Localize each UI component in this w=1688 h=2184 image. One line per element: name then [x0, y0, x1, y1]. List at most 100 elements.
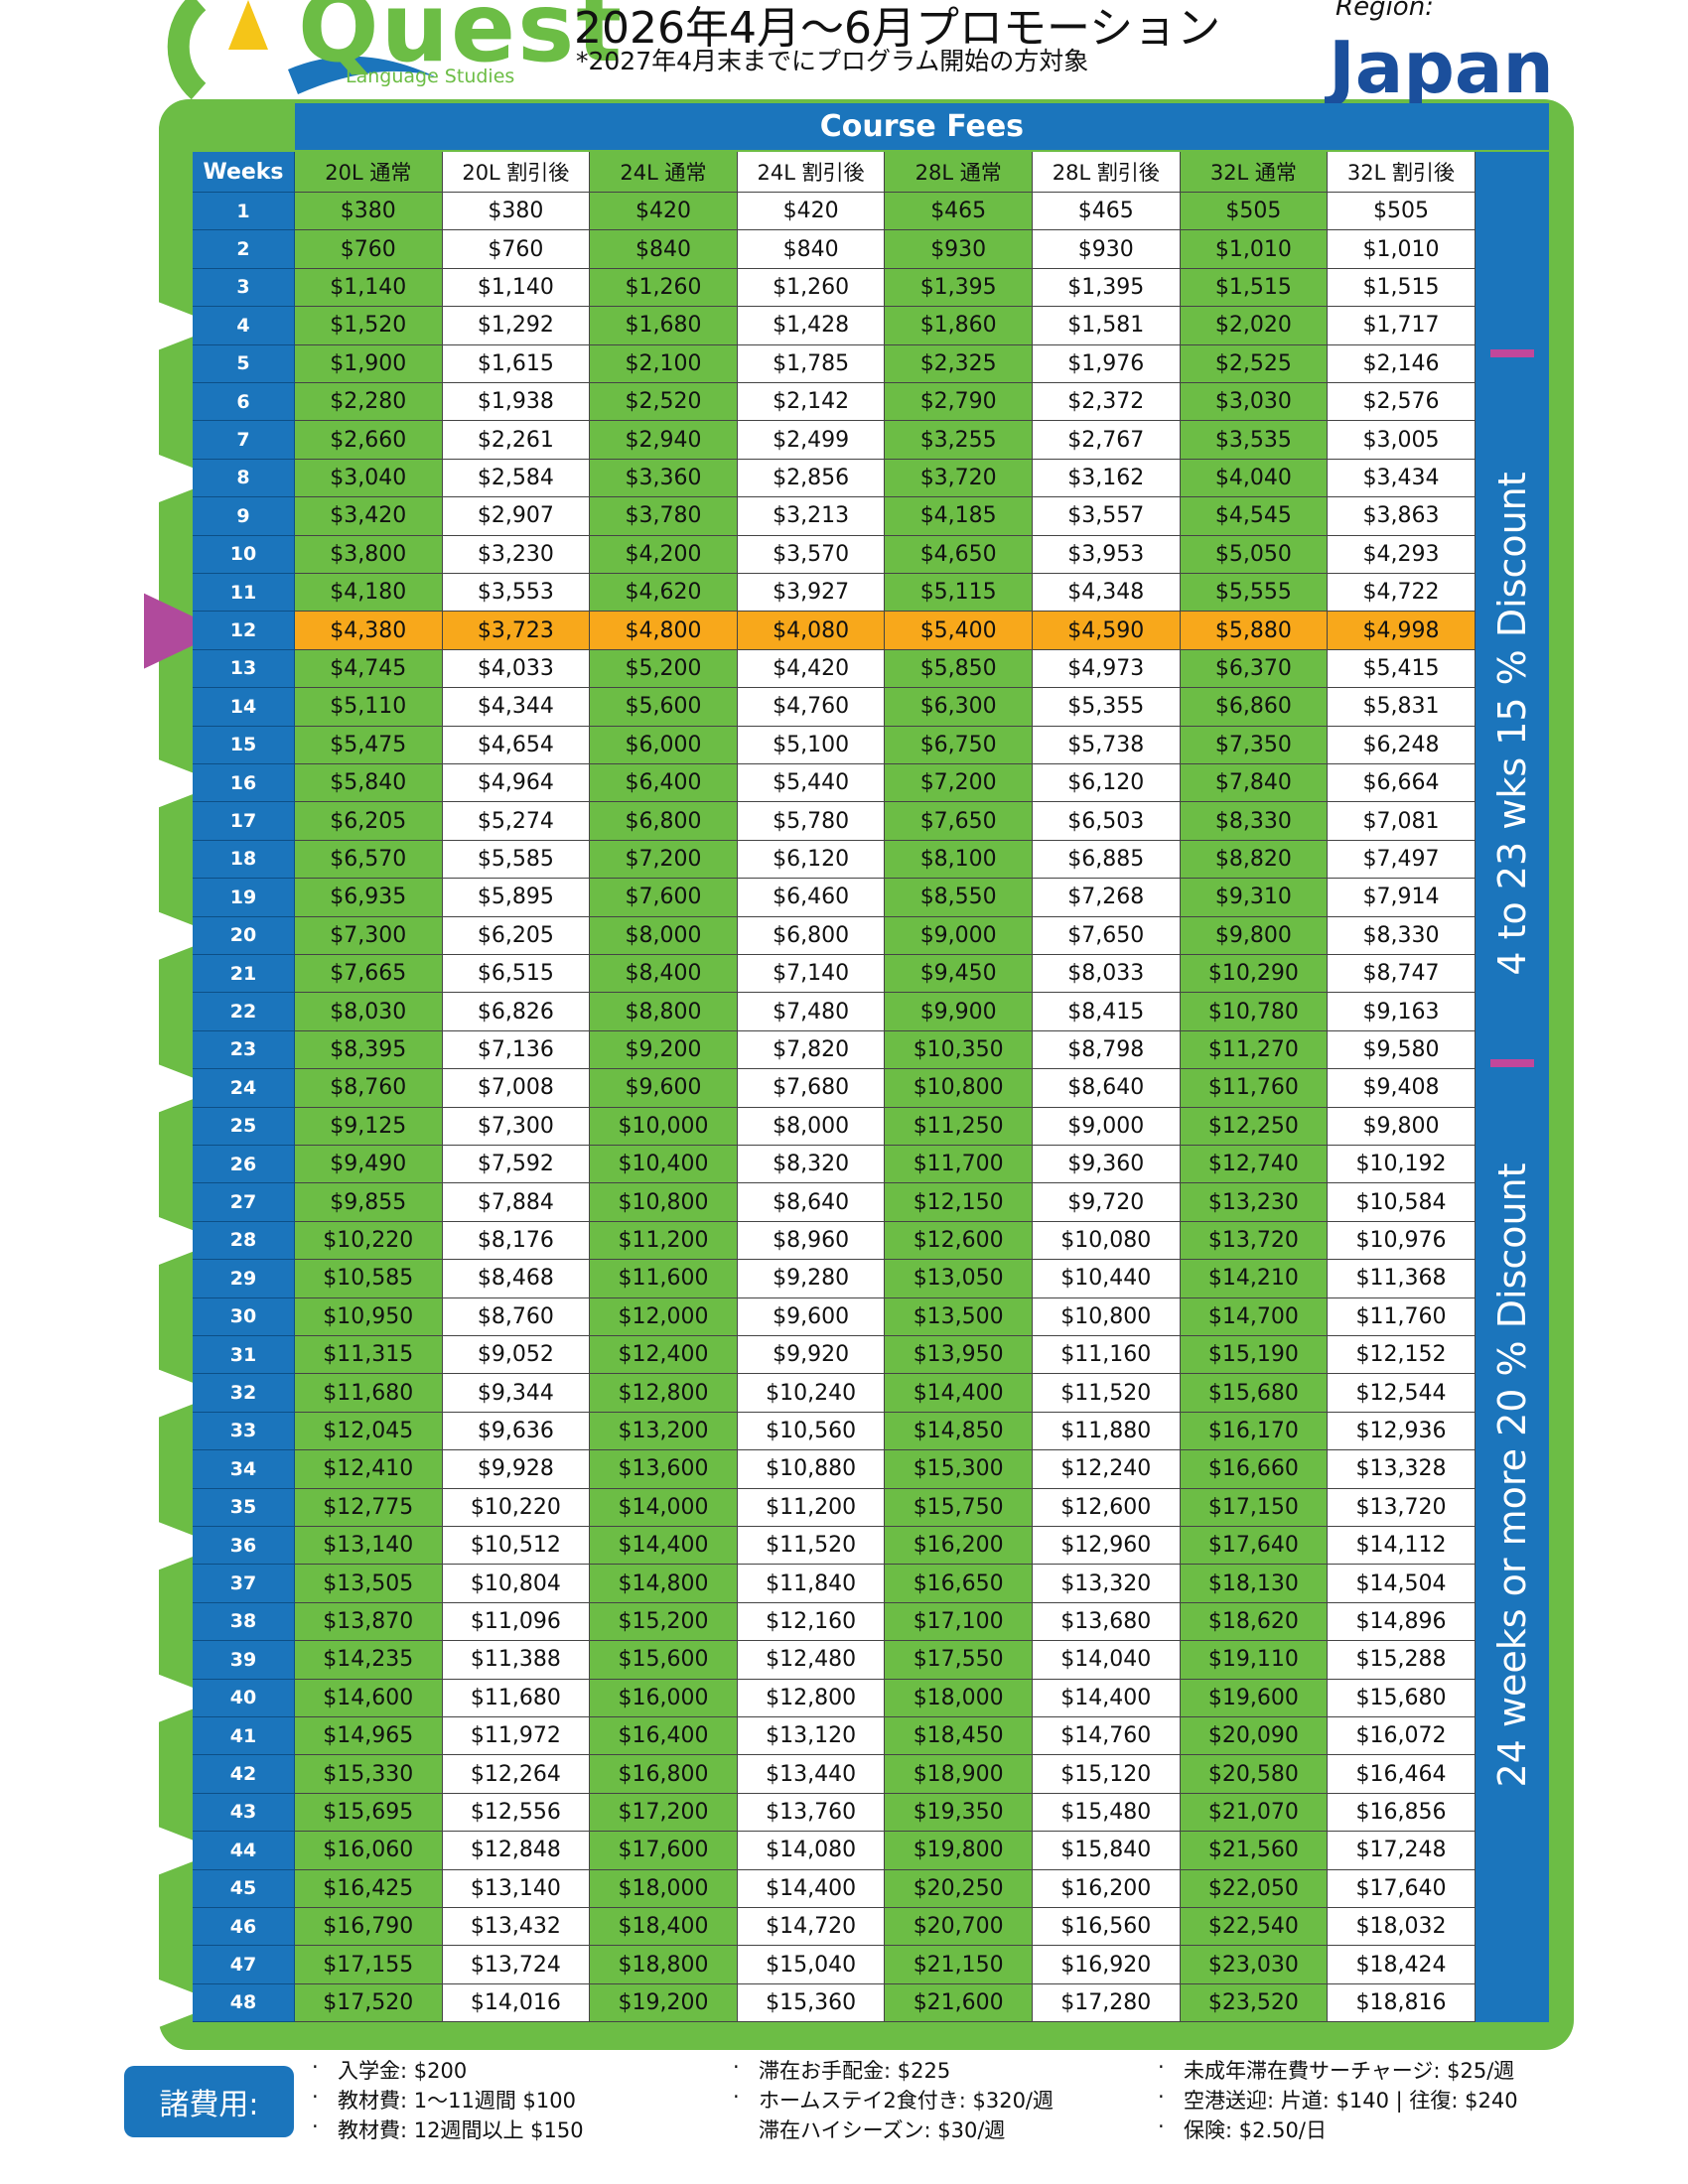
fee-cell: $6,300 — [885, 688, 1033, 727]
fee-cell: $17,550 — [885, 1641, 1033, 1680]
fee-cell: $12,400 — [590, 1336, 738, 1375]
fee-cell: $4,545 — [1180, 497, 1329, 536]
fee-cell: $14,600 — [295, 1679, 443, 1717]
fee-cell: $10,512 — [442, 1527, 591, 1566]
fee-cell: $15,288 — [1328, 1641, 1476, 1680]
fee-cell: $8,320 — [737, 1146, 886, 1184]
fee-cell: $16,920 — [1033, 1946, 1181, 1984]
fee-cell: $14,112 — [1328, 1527, 1476, 1566]
fee-cell: $20,700 — [885, 1908, 1033, 1947]
fee-cell: $17,600 — [590, 1832, 738, 1870]
subtitle: *2027年4月末までにプログラム開始の方対象 — [576, 47, 1089, 75]
fee-cell: $10,350 — [885, 1030, 1033, 1070]
footer-item: ホームステイ2食付き: $320/週 — [759, 2089, 1054, 2113]
fee-cell: $7,600 — [590, 879, 738, 917]
fee-cell: $17,280 — [1033, 1983, 1181, 2023]
fee-cell: $4,080 — [737, 612, 886, 650]
column-header: 24L 通常 — [590, 152, 738, 193]
notch — [159, 1064, 220, 1113]
fee-cell: $11,880 — [1033, 1412, 1181, 1451]
fee-cell: $9,200 — [590, 1030, 738, 1070]
fee-cell: $15,680 — [1328, 1679, 1476, 1717]
fee-cell: $3,005 — [1328, 421, 1476, 460]
fee-cell: $16,856 — [1328, 1793, 1476, 1833]
fee-cell: $6,400 — [590, 764, 738, 803]
fee-cell: $505 — [1328, 193, 1476, 231]
bullet: · — [1158, 2055, 1165, 2079]
column-header: 28L 通常 — [885, 152, 1033, 193]
weeks-cell: 48 — [193, 1983, 295, 2023]
fee-cell: $16,072 — [1328, 1717, 1476, 1756]
weeks-cell: 41 — [193, 1717, 295, 1756]
fee-cell: $4,200 — [590, 535, 738, 574]
fee-cell: $8,330 — [1328, 916, 1476, 955]
fee-cell: $6,503 — [1033, 802, 1181, 841]
fee-cell: $12,800 — [590, 1374, 738, 1413]
weeks-cell: 18 — [193, 840, 295, 880]
fee-cell: $4,800 — [590, 612, 738, 650]
column-header: 20L 割引後 — [442, 152, 591, 193]
fee-cell: $8,400 — [590, 955, 738, 994]
fee-cell: $7,680 — [737, 1069, 886, 1108]
fee-cell: $9,928 — [442, 1450, 591, 1489]
fee-cell: $23,520 — [1180, 1983, 1329, 2023]
fee-cell: $10,220 — [442, 1488, 591, 1527]
fee-cell: $8,760 — [295, 1069, 443, 1108]
fee-cell: $17,150 — [1180, 1488, 1329, 1527]
fee-cell: $6,205 — [442, 916, 591, 955]
fee-cell: $11,680 — [295, 1374, 443, 1413]
fee-cell: $6,800 — [737, 916, 886, 955]
fee-cell: $6,935 — [295, 879, 443, 917]
weeks-cell: 25 — [193, 1107, 295, 1146]
fee-cell: $7,300 — [442, 1107, 591, 1146]
fee-cell: $14,080 — [737, 1832, 886, 1870]
fee-cell: $1,615 — [442, 344, 591, 383]
fee-cell: $5,400 — [885, 612, 1033, 650]
fee-cell: $12,045 — [295, 1412, 443, 1451]
weeks-cell: 29 — [193, 1260, 295, 1298]
fee-cell: $5,895 — [442, 879, 591, 917]
fee-cell: $6,664 — [1328, 764, 1476, 803]
fee-cell: $16,650 — [885, 1565, 1033, 1603]
highlight-arrow — [144, 593, 223, 669]
fee-cell: $14,235 — [295, 1641, 443, 1680]
fee-cell: $9,855 — [295, 1183, 443, 1222]
fee-cell: $5,585 — [442, 840, 591, 880]
fee-cell: $16,790 — [295, 1908, 443, 1947]
weeks-cell: 15 — [193, 726, 295, 764]
fee-cell: $11,600 — [590, 1260, 738, 1298]
fee-cell: $10,240 — [737, 1374, 886, 1413]
fee-cell: $7,592 — [442, 1146, 591, 1184]
fee-cell: $5,274 — [442, 802, 591, 841]
fee-cell: $7,820 — [737, 1030, 886, 1070]
fee-cell: $13,230 — [1180, 1183, 1329, 1222]
fee-cell: $1,260 — [590, 268, 738, 308]
fee-cell: $8,747 — [1328, 955, 1476, 994]
fee-cell: $1,717 — [1328, 307, 1476, 345]
fee-cell: $13,440 — [737, 1755, 886, 1794]
fee-cell: $5,440 — [737, 764, 886, 803]
fee-cell: $17,100 — [885, 1602, 1033, 1642]
fee-cell: $18,424 — [1328, 1946, 1476, 1984]
notches — [144, 302, 223, 2027]
footer-item: 入学金: $200 — [338, 2059, 468, 2083]
fee-cell: $21,600 — [885, 1983, 1033, 2023]
fee-cell: $13,050 — [885, 1260, 1033, 1298]
fee-cell: $10,400 — [590, 1146, 738, 1184]
fee-cell: $19,800 — [885, 1832, 1033, 1870]
fee-cell: $8,800 — [590, 993, 738, 1031]
fee-cell: $4,348 — [1033, 574, 1181, 613]
weeks-cell: 6 — [193, 383, 295, 422]
fee-cell: $11,388 — [442, 1641, 591, 1680]
fee-cell: $4,293 — [1328, 535, 1476, 574]
fee-cell: $17,640 — [1328, 1869, 1476, 1908]
fee-cell: $6,826 — [442, 993, 591, 1031]
fee-cell: $5,780 — [737, 802, 886, 841]
fee-cell: $5,050 — [1180, 535, 1329, 574]
fee-cell: $5,100 — [737, 726, 886, 764]
fee-cell: $3,723 — [442, 612, 591, 650]
fee-cell: $22,540 — [1180, 1908, 1329, 1947]
fee-cell: $12,000 — [590, 1297, 738, 1336]
logo-wave — [288, 56, 437, 94]
fee-cell: $8,760 — [442, 1297, 591, 1336]
